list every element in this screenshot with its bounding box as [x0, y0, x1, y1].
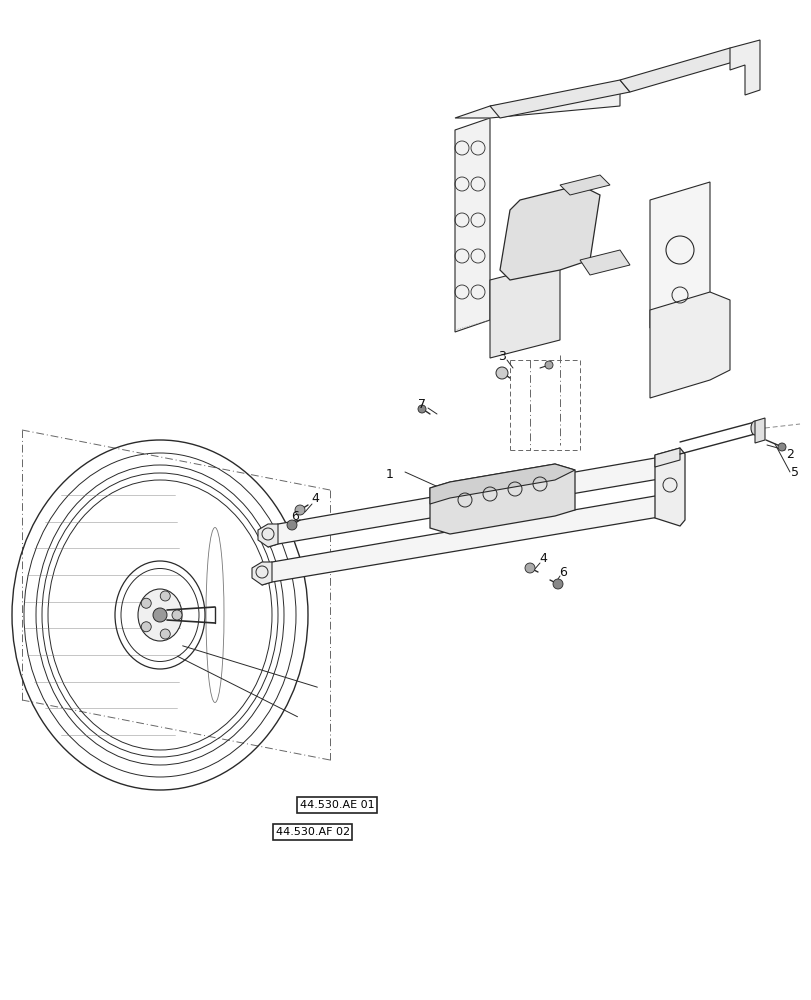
Polygon shape — [454, 118, 489, 332]
Circle shape — [496, 367, 508, 379]
Circle shape — [141, 598, 151, 608]
Circle shape — [418, 405, 426, 413]
Polygon shape — [430, 464, 574, 504]
Polygon shape — [654, 448, 679, 467]
Polygon shape — [258, 524, 277, 547]
Polygon shape — [268, 458, 664, 547]
Polygon shape — [729, 40, 759, 95]
Circle shape — [544, 361, 552, 369]
Text: 4: 4 — [311, 492, 319, 506]
Circle shape — [294, 505, 305, 515]
Text: 44.530.AF 02: 44.530.AF 02 — [275, 827, 350, 837]
Circle shape — [141, 622, 151, 632]
Polygon shape — [754, 418, 764, 443]
Text: 3: 3 — [497, 350, 505, 362]
Polygon shape — [649, 182, 709, 328]
Text: 2: 2 — [785, 448, 793, 462]
Circle shape — [286, 520, 297, 530]
Circle shape — [172, 610, 182, 620]
Text: 4: 4 — [539, 552, 547, 564]
Polygon shape — [500, 185, 599, 280]
Polygon shape — [489, 80, 629, 118]
Polygon shape — [430, 464, 574, 534]
Ellipse shape — [138, 589, 182, 641]
Text: 6: 6 — [559, 566, 566, 578]
Circle shape — [777, 443, 785, 451]
Text: 7: 7 — [418, 398, 426, 412]
Circle shape — [525, 563, 534, 573]
Text: 44.530.AE 01: 44.530.AE 01 — [299, 800, 374, 810]
Polygon shape — [649, 292, 729, 398]
Polygon shape — [579, 250, 629, 275]
Polygon shape — [251, 562, 272, 585]
Polygon shape — [454, 92, 620, 118]
Circle shape — [160, 591, 170, 601]
Circle shape — [552, 579, 562, 589]
Polygon shape — [560, 175, 609, 195]
Text: 1: 1 — [385, 468, 393, 482]
Ellipse shape — [750, 421, 758, 435]
Text: 5: 5 — [790, 466, 798, 479]
Polygon shape — [262, 496, 664, 585]
Circle shape — [152, 608, 167, 622]
Text: 6: 6 — [290, 510, 298, 524]
Polygon shape — [620, 48, 739, 92]
Polygon shape — [654, 448, 684, 526]
Circle shape — [160, 629, 170, 639]
Polygon shape — [489, 262, 560, 358]
